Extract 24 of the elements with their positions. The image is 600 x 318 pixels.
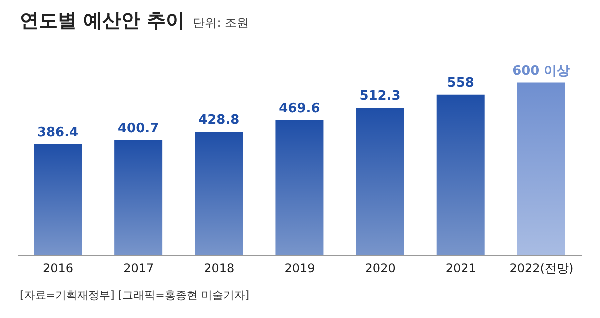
data-label: 386.4 (37, 125, 79, 140)
bar (356, 108, 404, 256)
data-label: 512.3 (360, 89, 401, 104)
bar (114, 140, 163, 256)
bar (276, 120, 324, 256)
chart-title: 연도별 예산안 추이 (20, 9, 186, 34)
x-tick-label: 2021 (446, 262, 476, 276)
x-tick-label: 2017 (124, 262, 154, 276)
data-label: 469.6 (279, 101, 320, 116)
x-tick-label: 2018 (204, 262, 235, 276)
data-label: 400.7 (118, 121, 160, 136)
text: [자료=기획재정부] [그래픽=홍종현 미술기자] (20, 289, 250, 302)
data-label: 600 이상 (512, 64, 570, 79)
x-tick-label: 2019 (284, 262, 316, 276)
bar (195, 132, 244, 256)
x-tick-label: 2016 (43, 262, 74, 276)
bar (517, 82, 566, 256)
data-label: 428.8 (198, 113, 240, 128)
bar (436, 94, 485, 256)
bar (34, 144, 82, 256)
x-tick-label: 2022(전망) (510, 262, 574, 276)
data-label: 558 (447, 76, 474, 91)
chart-subtitle: 단위: 조원 (193, 15, 250, 32)
x-tick-label: 2020 (365, 262, 396, 276)
